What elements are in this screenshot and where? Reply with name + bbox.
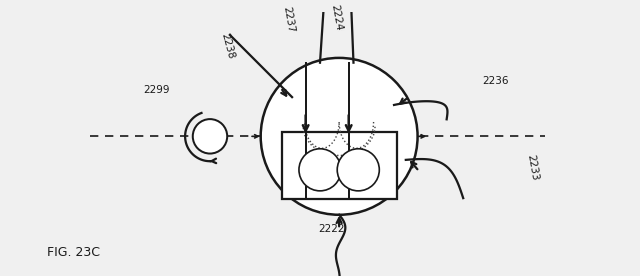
Circle shape xyxy=(260,58,417,215)
Circle shape xyxy=(193,119,227,153)
Text: 2238: 2238 xyxy=(220,32,236,60)
Text: 2224: 2224 xyxy=(330,3,344,31)
Text: 2236: 2236 xyxy=(483,76,509,86)
Text: FIG. 23C: FIG. 23C xyxy=(47,246,100,259)
Bar xyxy=(282,132,397,198)
Circle shape xyxy=(299,149,341,191)
Text: 2237: 2237 xyxy=(282,5,296,33)
Text: 2233: 2233 xyxy=(525,153,540,181)
Text: 2222: 2222 xyxy=(318,224,344,234)
Circle shape xyxy=(337,149,380,191)
Text: 2299: 2299 xyxy=(143,85,170,95)
